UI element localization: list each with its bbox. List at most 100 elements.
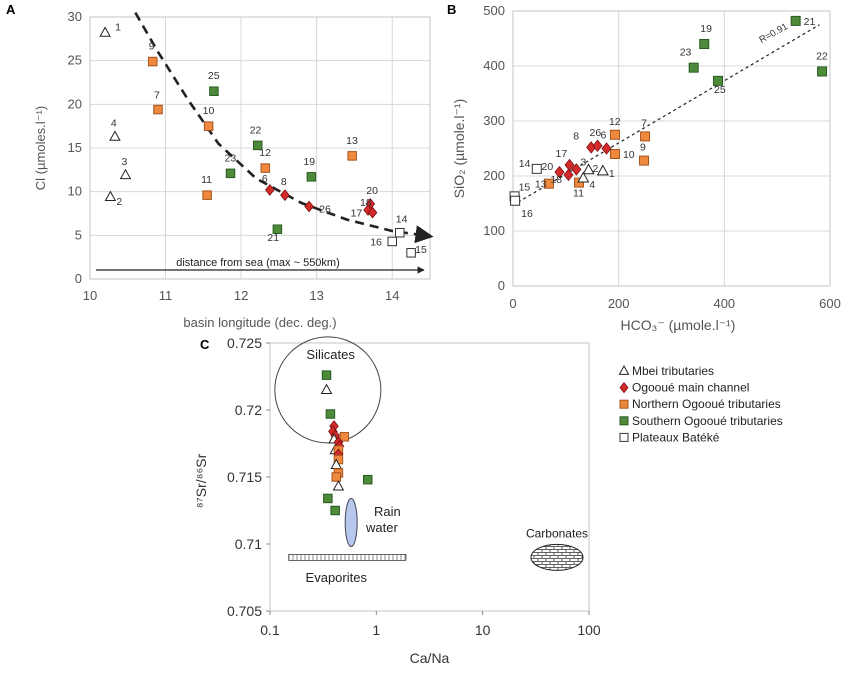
data-point	[323, 493, 333, 504]
y-tick-label: 200	[483, 168, 505, 183]
data-point	[331, 472, 342, 482]
trend-curve	[134, 11, 434, 244]
point-label: 18	[360, 197, 372, 209]
point-label: 4	[589, 179, 595, 191]
data-point	[147, 56, 158, 67]
point-label: 13	[346, 135, 358, 147]
panel-c: C 0.705 0.71 0.715 0.72 0.725 0.1 1 10 100 Ca/Na ⁸⁷…	[193, 335, 601, 666]
legend-marker-south	[619, 416, 629, 426]
legend-marker-mbei	[618, 365, 630, 375]
y-axis-label: ⁸⁷Sr/⁸⁶Sr	[193, 453, 209, 508]
point-label: 19	[700, 23, 712, 35]
point-label: 1	[115, 22, 121, 34]
point-label: 26	[319, 204, 331, 216]
point-label: 2	[116, 196, 122, 208]
point-label: 11	[573, 188, 584, 200]
panel-b-letter: B	[447, 2, 456, 17]
y-tick-label: 500	[483, 3, 505, 18]
point-label: 10	[203, 105, 215, 117]
y-tick-label: 0	[498, 278, 505, 293]
point-label: 21	[804, 16, 816, 28]
carbonates-field	[530, 543, 584, 571]
data-point	[510, 195, 521, 206]
point-label: 3	[122, 156, 128, 168]
y-tick-label: 0.71	[235, 536, 262, 552]
data-point	[601, 142, 612, 155]
point-label: 11	[201, 174, 212, 186]
point-label: 8	[281, 176, 287, 188]
point-label: 23	[225, 152, 237, 164]
x-tick-label: 1	[372, 622, 380, 638]
point-label: 16	[521, 208, 533, 220]
point-label: 19	[303, 156, 315, 168]
point-label: 21	[267, 232, 279, 244]
point-label: 7	[641, 117, 647, 129]
data-point	[367, 206, 378, 219]
y-tick-label: 20	[68, 96, 82, 111]
data-point	[280, 189, 290, 202]
x-tick-label: 12	[234, 288, 248, 303]
data-point	[202, 190, 212, 200]
x-axis-label: HCO₃⁻ (µmole.l⁻¹)	[621, 317, 736, 333]
point-label: 25	[714, 84, 726, 96]
data-point	[609, 149, 620, 159]
data-point	[387, 236, 397, 247]
plot-frame	[512, 10, 831, 287]
y-axis-label: SiO₂ (µmole.l⁻¹)	[451, 99, 467, 198]
data-point	[712, 75, 723, 86]
point-label: 1	[609, 168, 615, 180]
x-tick-label: 13	[309, 288, 323, 303]
data-point	[272, 224, 283, 234]
y-tick-label: 400	[483, 58, 505, 73]
y-tick-label: 0.705	[227, 603, 262, 619]
x-tick-label: 200	[608, 296, 630, 311]
data-point	[543, 178, 554, 189]
point-label: 23	[680, 47, 692, 59]
point-label: 14	[396, 214, 408, 226]
legend-marker-main	[619, 382, 629, 394]
regression-label: R=0.91	[757, 21, 789, 46]
y-tick-label: 25	[68, 53, 82, 68]
rain-water-label-line: water	[365, 520, 398, 535]
y-tick-label: 30	[68, 9, 82, 24]
data-point	[574, 177, 585, 188]
rain-water-label-line: Rain	[374, 504, 401, 519]
data-point	[119, 168, 132, 180]
evaporites-label: Evaporites	[306, 570, 368, 585]
y-tick-label: 10	[68, 184, 82, 199]
data-point	[688, 62, 699, 73]
data-point	[699, 39, 710, 49]
legend-label-plateaux: Plateaux Batéké	[632, 430, 720, 444]
data-point	[332, 480, 345, 491]
point-label: 17	[556, 148, 568, 160]
x-tick-label: 11	[159, 288, 173, 303]
point-label: 9	[640, 142, 646, 154]
y-axis-label: Cl (µmoles.l⁻¹)	[33, 106, 48, 190]
y-tick-label: 0.72	[235, 402, 262, 418]
point-label: 12	[609, 116, 621, 128]
data-point	[592, 139, 603, 152]
point-label: 20	[541, 161, 553, 173]
data-point	[330, 505, 340, 516]
data-point	[252, 140, 263, 151]
data-point	[406, 248, 416, 258]
point-label: 6	[601, 130, 607, 142]
point-label: 2	[593, 163, 599, 175]
x-axis-label: basin longitude (dec. deg.)	[183, 315, 336, 330]
data-point	[362, 474, 373, 485]
data-point	[609, 129, 620, 140]
data-point	[639, 155, 650, 166]
x-tick-label: 10	[83, 288, 97, 303]
y-tick-label: 0.725	[227, 335, 262, 351]
panel-c-letter: C	[200, 337, 210, 352]
y-tick-label: 0.715	[227, 469, 262, 485]
data-point	[321, 370, 332, 380]
data-point	[153, 104, 163, 115]
legend-marker-north	[619, 399, 629, 409]
silicates-field	[274, 336, 382, 444]
data-point	[395, 227, 405, 238]
data-point	[563, 168, 574, 182]
